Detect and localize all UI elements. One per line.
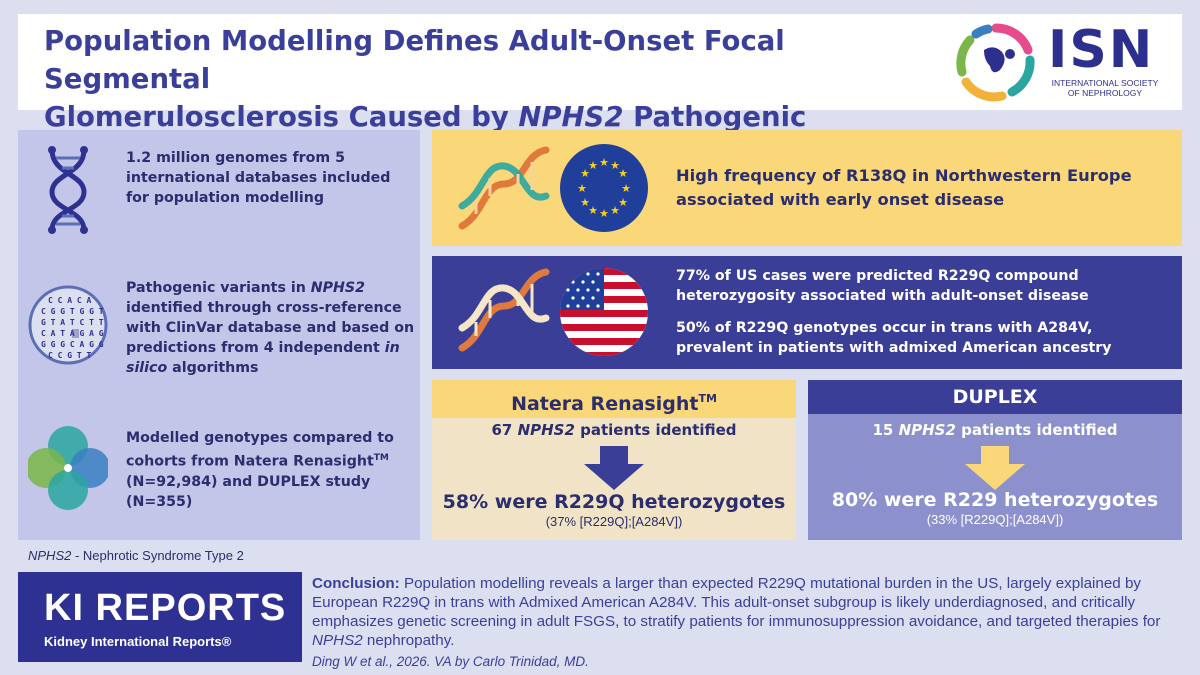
duplex-count-gene: NPHS2 (898, 421, 956, 439)
footnote-gene: NPHS2 (28, 548, 72, 563)
ki-reports-subtitle: Kidney International Reports® (44, 634, 232, 649)
eu-flag-icon: ★ ★★ ★★★ ★★★ ★★★ (560, 144, 648, 232)
dna-letters-6: C C G T T (48, 351, 92, 360)
ki-reports-logo: KI REPORTS Kidney International Reports® (18, 572, 302, 662)
isn-fullname: INTERNATIONAL SOCIETY OF NEPHROLOGY (1050, 78, 1160, 98)
isn-logo: ISN INTERNATIONAL SOCIETY OF NEPHROLOGY (950, 20, 1160, 104)
isn-fullname-line-1: INTERNATIONAL SOCIETY (1051, 78, 1159, 88)
title-gene: NPHS2 (518, 101, 624, 133)
left-item-cohorts-post: (N=92,984) and DUPLEX study (N=355) (126, 473, 371, 510)
svg-text:★: ★ (588, 204, 598, 217)
isn-abbr: ISN (1048, 20, 1155, 80)
down-arrow-icon (584, 446, 644, 490)
left-item-variants-pre: Pathogenic variants in (126, 280, 311, 296)
ki-reports-title: KI REPORTS (44, 587, 287, 629)
title-box: Population Modelling Defines Adult-Onset… (18, 14, 1182, 171)
left-item-cohorts-pre: Modelled genotypes compared to cohorts f… (126, 430, 394, 470)
europe-box: ★ ★ ★ ★ ★ ★ ★ ★ ★ ★ ★ ★ High frequency of R138Q … (432, 130, 1182, 246)
dna-sequence-icon: C C A C A C G G T G G T G T A T C T T C … (28, 285, 108, 365)
citation: Ding W et al., 2026. VA by Carlo Trinida… (312, 654, 589, 669)
natera-patient-count: 67 NPHS2 patients identified (432, 420, 796, 440)
svg-text:★: ★ (599, 156, 609, 169)
dna-letters-4: C A T A G A G (41, 329, 104, 338)
us-box: 77% of US cases were predicted R229Q com… (432, 256, 1182, 369)
left-item-genomes: 1.2 million genomes from 5 international… (126, 150, 391, 206)
duplex-patient-count: 15 NPHS2 patients identified (808, 420, 1182, 440)
svg-text:★: ★ (580, 196, 590, 209)
svg-text:★: ★ (610, 159, 620, 172)
left-item-variants-gene: NPHS2 (310, 280, 365, 296)
natera-count-gene: NPHS2 (517, 421, 575, 439)
duplex-count-post: patients identified (955, 421, 1118, 439)
svg-text:★: ★ (577, 182, 587, 195)
svg-text:★: ★ (618, 196, 628, 209)
left-item-variants-em: in silico (126, 340, 400, 376)
natera-name: Natera Renasight (511, 393, 699, 415)
isn-fullname-line-2: OF NEPHROLOGY (1067, 88, 1143, 98)
duplex-result: 80% were R229 heterozygotes (831, 489, 1159, 511)
svg-text:★: ★ (580, 167, 590, 180)
conclusion-text: Population modelling reveals a larger th… (312, 575, 1161, 630)
isn-globe-icon (956, 23, 1035, 102)
natera-header: Natera RenasightTM (432, 380, 796, 418)
dna-strand-icon (458, 268, 550, 352)
left-item-variants-mid: identified through cross-reference with … (126, 300, 415, 356)
left-item-cohorts-tm: TM (373, 453, 389, 463)
natera-detail: (37% [R229Q];[A284V]) (545, 514, 683, 529)
duplex-count-num: 15 (872, 421, 894, 439)
natera-result: 58% were R229Q heterozygotes (442, 491, 786, 513)
down-arrow-icon (965, 446, 1025, 490)
us-finding-2: 50% of R229Q genotypes occur in trans wi… (676, 320, 1112, 356)
duplex-body: 15 NPHS2 patients identified 80% were R2… (808, 414, 1182, 540)
title-line-2-pre: Glomerulosclerosis Caused by (44, 101, 519, 133)
natera-count-num: 67 (491, 421, 513, 439)
dna-letters-2: C G G T G G T (41, 307, 104, 316)
natera-tm: TM (698, 392, 717, 405)
left-item-cohorts: Modelled genotypes compared to cohorts f… (126, 428, 416, 512)
svg-text:★: ★ (588, 159, 598, 172)
svg-text:★: ★ (599, 207, 609, 220)
duplex-detail: (33% [R229Q];[A284V]) (926, 512, 1064, 527)
left-item-variants-post: algorithms (167, 360, 259, 376)
natera-body: 67 NPHS2 patients identified 58% were R2… (432, 418, 796, 540)
title-line-1: Population Modelling Defines Adult-Onset… (44, 25, 785, 95)
us-flag-icon (560, 268, 648, 356)
dna-letters-5: G G G C A G G (41, 340, 104, 349)
gene-footnote: NPHS2 - Nephrotic Syndrome Type 2 (28, 548, 244, 563)
conclusion-gene: NPHS2 (312, 632, 363, 649)
footnote-text: - Nephrotic Syndrome Type 2 (71, 548, 244, 563)
venn-overlap-icon (28, 426, 108, 510)
left-panel: 1.2 million genomes from 5 international… (18, 130, 420, 540)
conclusion: Conclusion: Population modelling reveals… (312, 574, 1182, 650)
svg-text:★: ★ (618, 167, 628, 180)
conclusion-tail: nephropathy. (362, 632, 455, 649)
dna-strand-icon (458, 146, 550, 230)
dna-letters-3: G T A T C T T (41, 318, 104, 327)
left-item-variants: Pathogenic variants in NPHS2 identified … (126, 278, 416, 378)
svg-text:★: ★ (610, 204, 620, 217)
natera-count-post: patients identified (574, 421, 737, 439)
dna-letters-1: C C A C A (48, 296, 92, 305)
us-finding-1: 77% of US cases were predicted R229Q com… (676, 268, 1089, 304)
dna-helix-icon (48, 146, 88, 234)
duplex-header: DUPLEX (808, 380, 1182, 414)
europe-finding: High frequency of R138Q in Northwestern … (676, 166, 1132, 209)
conclusion-label: Conclusion: (312, 575, 400, 592)
svg-text:★: ★ (621, 182, 631, 195)
